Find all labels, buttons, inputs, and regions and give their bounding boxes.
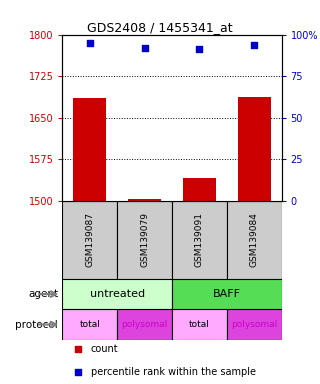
Text: GSM139091: GSM139091 — [195, 212, 204, 267]
Text: untreated: untreated — [90, 289, 145, 299]
Bar — [227, 200, 282, 279]
Text: percentile rank within the sample: percentile rank within the sample — [91, 367, 256, 377]
Bar — [172, 279, 282, 310]
Bar — [227, 310, 282, 340]
Point — [142, 45, 147, 51]
Point — [75, 369, 80, 375]
Bar — [117, 200, 172, 279]
Text: count: count — [91, 344, 118, 354]
Bar — [172, 200, 227, 279]
Point — [252, 41, 257, 48]
Point — [87, 40, 92, 46]
Text: total: total — [189, 320, 210, 329]
Bar — [238, 96, 271, 200]
Text: GSM139087: GSM139087 — [85, 212, 94, 267]
Bar — [128, 199, 161, 200]
Bar — [172, 310, 227, 340]
Text: polysomal: polysomal — [231, 320, 277, 329]
Text: GDS2408 / 1455341_at: GDS2408 / 1455341_at — [87, 21, 233, 34]
Text: BAFF: BAFF — [213, 289, 241, 299]
Bar — [62, 279, 172, 310]
Bar — [73, 98, 106, 200]
Point — [75, 346, 80, 353]
Text: total: total — [79, 320, 100, 329]
Bar — [117, 310, 172, 340]
Text: protocol: protocol — [15, 319, 58, 329]
Text: polysomal: polysomal — [122, 320, 168, 329]
Text: GSM139079: GSM139079 — [140, 212, 149, 267]
Text: agent: agent — [28, 289, 58, 299]
Bar — [62, 310, 117, 340]
Text: GSM139084: GSM139084 — [250, 212, 259, 267]
Point — [197, 46, 202, 53]
Bar — [183, 179, 216, 200]
Bar — [62, 200, 117, 279]
